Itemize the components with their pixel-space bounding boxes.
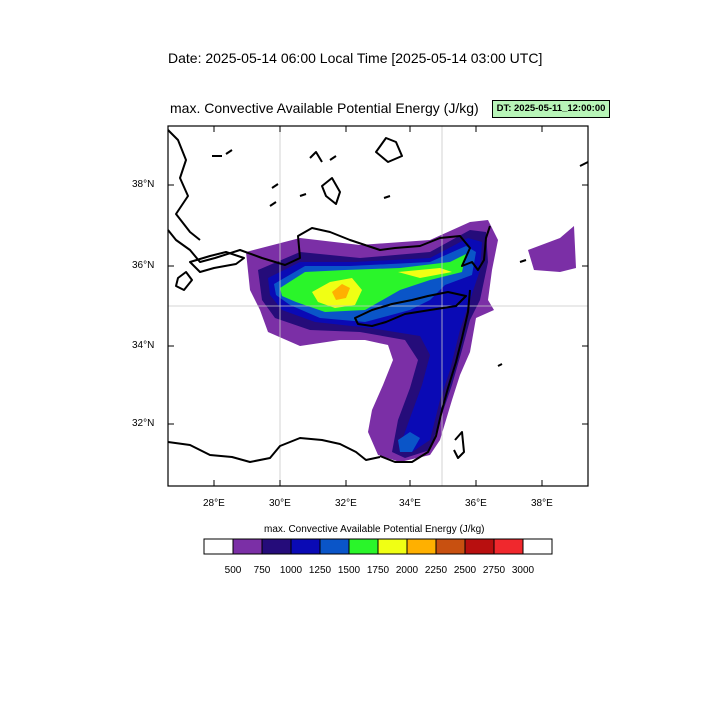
colorbar-box-8: [435, 538, 466, 555]
coast-sinai-gulf: [453, 431, 465, 459]
colorbar-label: 3000: [511, 565, 535, 576]
colorbar-label: 2000: [395, 565, 419, 576]
colorbar-box-3: [290, 538, 321, 555]
lon-tick-label: 30°E: [269, 498, 291, 509]
map-frame: [167, 125, 589, 487]
colorbar-label: 750: [253, 565, 271, 576]
date-line: Date: 2025-05-14 06:00 Local Time [2025-…: [168, 50, 543, 66]
colorbar-box-6: [377, 538, 408, 555]
colorbar-label: 2750: [482, 565, 506, 576]
coast-island-d: [212, 149, 307, 207]
colorbar-label: 1000: [279, 565, 303, 576]
colorbar-box-4: [319, 538, 350, 555]
cape-level-500-east: [528, 226, 576, 272]
colorbar-label: 2500: [453, 565, 477, 576]
lon-tick-label: 28°E: [203, 498, 225, 509]
lat-tick-label: 34°N: [132, 340, 155, 351]
colorbar-label: 500: [224, 565, 242, 576]
cape-field: [246, 220, 576, 462]
coast-island-c: [167, 129, 201, 241]
cape-level-1750-b: [398, 268, 452, 278]
coast-rhodes: [175, 271, 193, 291]
lon-tick-label: 34°E: [399, 498, 421, 509]
plot-title: max. Convective Available Potential Ener…: [170, 100, 479, 116]
coast-cyprus: [354, 291, 467, 327]
colorbar-box-10: [493, 538, 524, 555]
coast-island-a: [375, 137, 403, 163]
dt-badge: DT: 2025-05-11_12:00:00: [492, 100, 610, 118]
colorbar-label: 2250: [424, 565, 448, 576]
colorbar-box-7: [406, 538, 437, 555]
colorbar-box-2: [261, 538, 292, 555]
lon-tick-label: 38°E: [531, 498, 553, 509]
lat-tick-label: 36°N: [132, 260, 155, 271]
colorbar-label: 1500: [337, 565, 361, 576]
cape-level-2000: [332, 284, 350, 300]
coastlines: [167, 129, 589, 463]
coast-island-f: [579, 161, 589, 167]
coast-levant: [379, 289, 471, 463]
coast-island-b: [321, 177, 341, 205]
lon-tick-label: 32°E: [335, 498, 357, 509]
lat-tick-label: 38°N: [132, 179, 155, 190]
cape-level-1250-south: [398, 432, 420, 452]
colorbar-box-9: [464, 538, 495, 555]
colorbar-box-11: [522, 538, 553, 555]
tick-marks: [168, 126, 588, 486]
colorbar-box-1: [232, 538, 263, 555]
colorbar-label: 1250: [308, 565, 332, 576]
gridlines: [168, 126, 588, 486]
coast-crete: [189, 251, 245, 273]
coast-egypt: [167, 437, 381, 463]
coast-island-g: [497, 259, 527, 367]
colorbar-box-5: [348, 538, 379, 555]
lat-tick-label: 32°N: [132, 418, 155, 429]
colorbar-title: max. Convective Available Potential Ener…: [264, 524, 485, 535]
coast-island-e: [309, 151, 391, 199]
lon-tick-label: 36°E: [465, 498, 487, 509]
coast-anatolia: [167, 225, 491, 271]
colorbar-label: 1750: [366, 565, 390, 576]
colorbar-box-0: [203, 538, 234, 555]
colorbar: [203, 538, 553, 555]
